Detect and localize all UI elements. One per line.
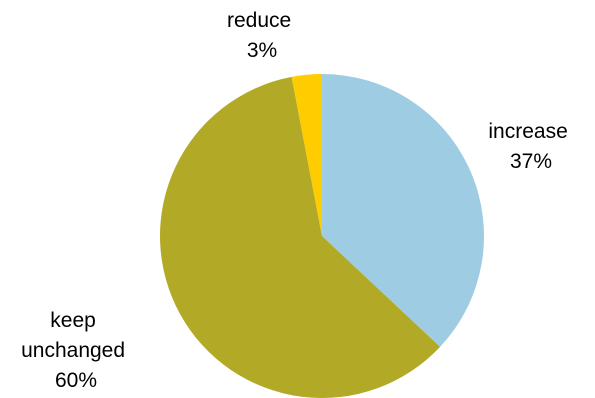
pie-slice-keep-unchanged xyxy=(160,76,441,398)
slice-label-reduce-value: 3% xyxy=(247,39,277,62)
slice-label-keep-unchanged-name-line1: keep xyxy=(50,309,96,332)
slice-label-keep-unchanged-value: 60% xyxy=(55,369,97,392)
slice-label-increase-name: increase xyxy=(488,120,567,143)
slice-label-reduce: reduce 3% xyxy=(227,9,297,62)
pie-slice-reduce xyxy=(291,74,322,236)
pie-slice-increase xyxy=(322,74,485,347)
slice-label-keep-unchanged-name-line2: unchanged xyxy=(21,339,125,362)
pie-slices xyxy=(160,74,485,398)
slice-label-reduce-name: reduce xyxy=(227,9,291,32)
slice-label-increase: increase 37% xyxy=(488,120,573,173)
slice-label-keep-unchanged: keep unchanged 60% xyxy=(21,309,131,392)
slice-label-increase-value: 37% xyxy=(510,150,552,173)
